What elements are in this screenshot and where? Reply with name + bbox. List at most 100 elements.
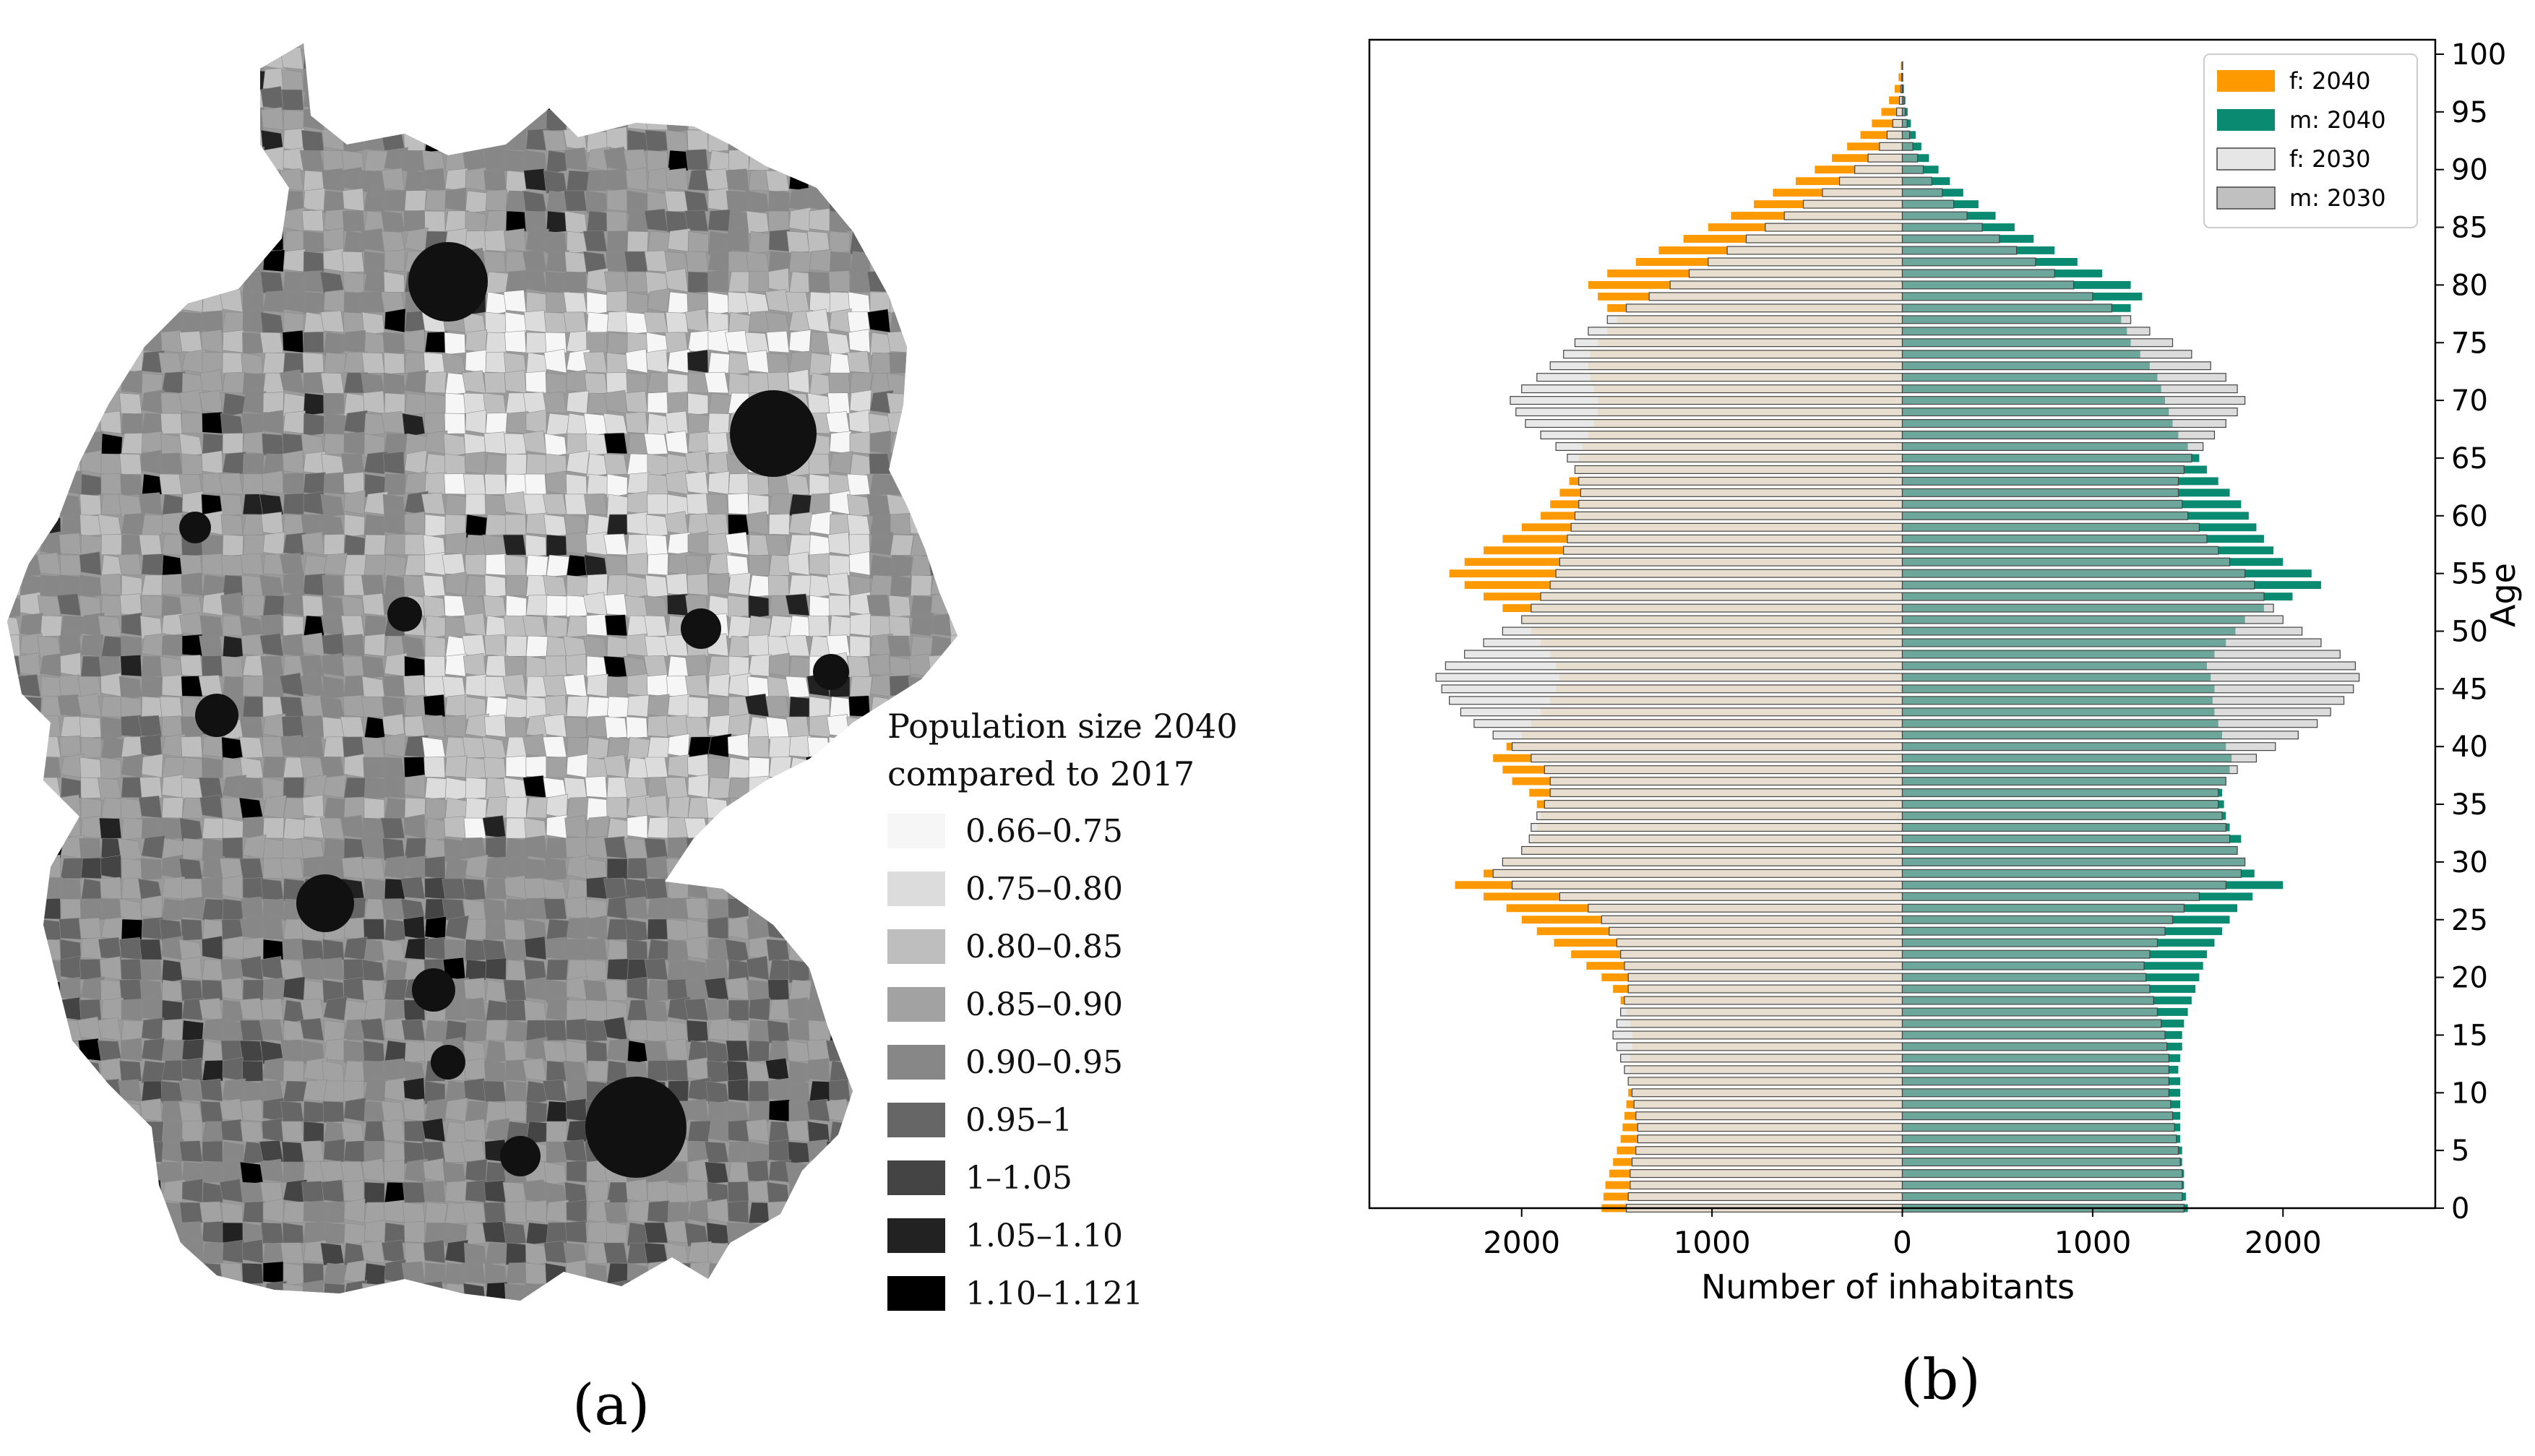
map-district-cell	[930, 494, 954, 516]
map-district-cell	[485, 1242, 510, 1265]
map-district-cell	[727, 1262, 749, 1284]
map-district-cell	[704, 371, 729, 394]
map-district-cell	[744, 693, 770, 718]
map-district-cell	[684, 998, 709, 1021]
map-district-cell	[240, 1121, 264, 1142]
map-district-cell	[38, 392, 61, 415]
map-district-cell	[829, 1283, 853, 1301]
map-district-cell	[140, 43, 163, 50]
map-district-cell	[546, 615, 568, 639]
map-district-cell	[627, 673, 648, 697]
map-district-cell	[260, 1158, 284, 1183]
map-district-cell	[243, 1304, 264, 1324]
map-district-cell	[465, 349, 487, 374]
map-district-cell	[826, 794, 851, 819]
map-district-cell	[321, 1179, 345, 1203]
map-district-cell	[202, 979, 223, 1001]
map-district-cell	[728, 572, 752, 596]
map-district-cell	[60, 409, 82, 434]
map-district-cell	[481, 736, 507, 761]
map-district-cell	[40, 854, 61, 879]
map-district-cell	[121, 1020, 144, 1042]
map-district-cell	[121, 1222, 145, 1246]
map-district-cell	[687, 754, 709, 778]
map-district-cell	[7, 696, 22, 718]
pyramid-panel: 2000 1000 0 1000 2000 Number of inhabitants 0 5…	[1286, 0, 2535, 1456]
pyramid-bar	[1901, 303, 2112, 313]
map-district-cell	[606, 352, 628, 376]
map-district-cell	[887, 268, 911, 293]
map-district-cell	[808, 271, 830, 293]
map-district-cell	[241, 413, 264, 435]
map-district-cell	[100, 231, 123, 253]
map-district-cell	[869, 251, 891, 273]
map-district-cell	[40, 107, 61, 131]
map-district-cell	[483, 634, 507, 657]
map-district-cell	[809, 858, 830, 882]
map-district-cell	[141, 595, 163, 616]
pyramid-bar	[1901, 119, 1908, 128]
map-district-cell	[303, 311, 327, 336]
map-district-cell	[141, 210, 163, 232]
map-district-cell	[100, 311, 122, 336]
map-district-cell	[161, 270, 183, 293]
map-district-cell	[707, 916, 729, 940]
map-district-cell	[788, 898, 810, 922]
map-district-cell	[222, 147, 246, 171]
map-district-cell	[705, 1304, 728, 1324]
pyramid-bar	[1901, 1100, 2172, 1109]
map-district-cell	[384, 473, 406, 496]
map-district-cell	[627, 190, 648, 215]
map-district-cell	[7, 108, 21, 131]
map-district-cell	[665, 311, 689, 334]
map-district-cell	[7, 89, 22, 111]
map-district-cell	[604, 1202, 628, 1223]
map-district-cell	[36, 777, 61, 798]
map-district-cell	[303, 291, 326, 314]
map-district-cell	[20, 1040, 42, 1064]
map-district-cell	[40, 372, 61, 395]
map-district-cell	[666, 67, 689, 90]
pyramid-bar	[1901, 1123, 2175, 1132]
map-district-cell	[464, 451, 486, 475]
map-district-cell	[262, 531, 285, 556]
map-district-cell	[788, 1181, 811, 1206]
map-district-cell	[809, 1241, 832, 1264]
map-district-cell	[444, 1098, 468, 1122]
map-district-cell	[829, 898, 854, 922]
map-district-cell	[825, 1098, 851, 1122]
pyramid-bar	[1901, 280, 2075, 290]
map-district-cell	[199, 998, 223, 1021]
map-district-cell	[727, 733, 749, 758]
map-district-cell	[667, 796, 690, 819]
pyramid-bar	[1620, 949, 1903, 959]
map-district-cell	[910, 371, 931, 394]
map-urban-cluster	[681, 608, 721, 649]
map-district-cell	[848, 695, 871, 718]
map-district-cell	[141, 89, 166, 111]
map-district-cell	[847, 655, 871, 678]
map-district-cell	[890, 48, 914, 73]
map-district-cell	[829, 85, 853, 111]
map-district-cell	[181, 918, 203, 941]
map-district-cell	[118, 553, 142, 576]
map-district-cell	[768, 652, 790, 677]
map-district-cell	[384, 878, 406, 900]
map-district-cell	[201, 251, 223, 275]
map-district-cell	[7, 1158, 22, 1183]
map-district-cell	[546, 534, 567, 557]
map-district-cell	[322, 168, 345, 191]
map-district-cell	[383, 352, 405, 375]
map-district-cell	[404, 1242, 426, 1264]
map-district-cell	[161, 150, 186, 172]
map-district-cell	[647, 392, 668, 414]
map-district-cell	[323, 472, 345, 495]
map-district-cell	[667, 43, 689, 50]
map-district-cell	[323, 209, 346, 232]
map-district-cell	[161, 1040, 186, 1061]
map-district-cell	[869, 43, 894, 50]
map-district-cell	[465, 553, 486, 576]
map-district-cell	[546, 1121, 567, 1142]
map-district-cell	[199, 1304, 223, 1326]
map-district-cell	[522, 268, 547, 293]
